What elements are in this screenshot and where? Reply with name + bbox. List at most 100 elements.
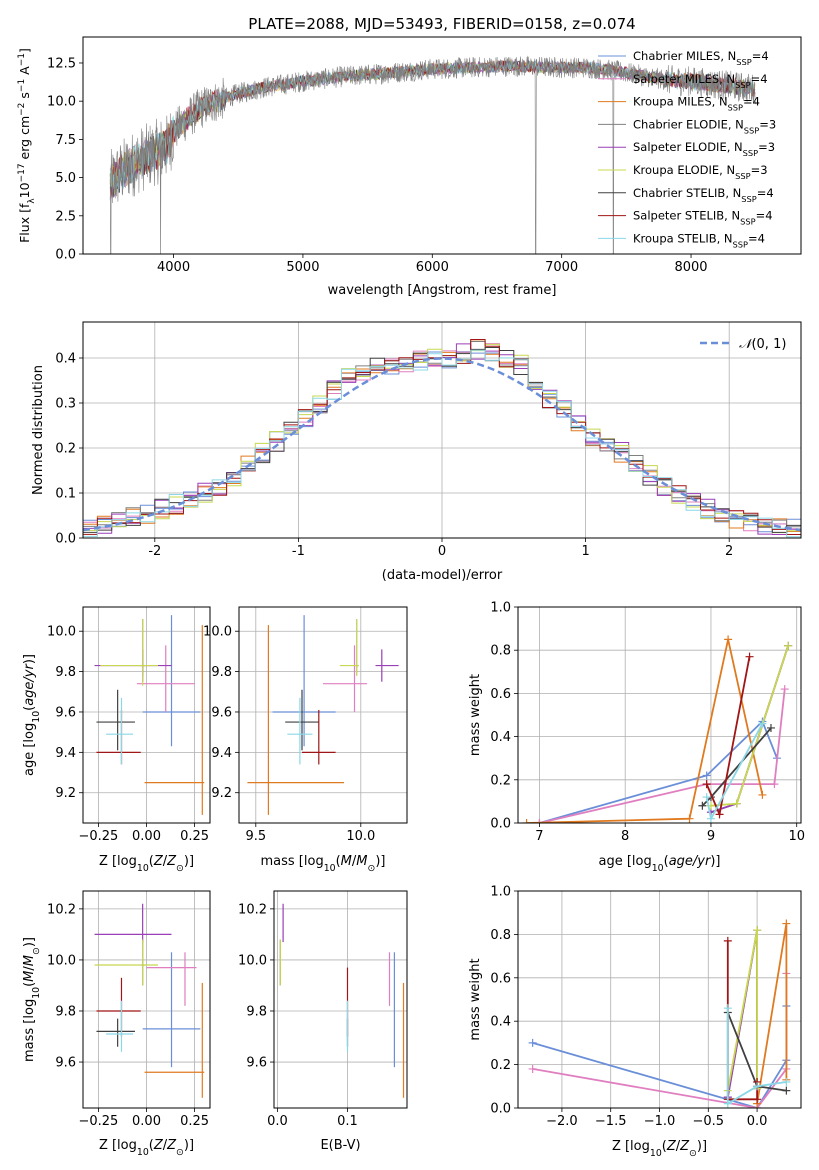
y-tick-label: 0.6: [490, 971, 511, 986]
legend-entry: Chabrier STELIB, NSSP=4: [633, 186, 774, 204]
text-span: Salpeter MILES, N: [633, 72, 735, 86]
normal-curve: [83, 357, 801, 532]
y-tick-label: 0.0: [55, 248, 76, 263]
x-tick-label: 0.25: [180, 829, 209, 844]
text-span: Chabrier STELIB, N: [633, 186, 741, 200]
x-tick-label: 0.25: [180, 1114, 209, 1129]
text-span: −17: [17, 163, 27, 182]
text-span: Chabrier ELODIE, N: [633, 117, 744, 131]
x-axis-label: E(B-V): [320, 1138, 360, 1153]
x-tick-label: 7: [535, 829, 543, 844]
x-tick-label: -1: [292, 544, 305, 559]
text-span: (: [662, 1139, 667, 1154]
text-span: )]: [375, 854, 385, 869]
text-span: (: [22, 706, 37, 711]
weight-line-salpeter_elodie: [710, 645, 789, 814]
text-span: 10: [31, 711, 42, 723]
text-span: SSP: [728, 103, 743, 113]
y-tick-label: 0.3: [55, 397, 76, 412]
text-span: M: [22, 971, 37, 982]
text-span: /: [163, 1138, 168, 1153]
weight-line-salpeter_miles: [539, 689, 786, 823]
y-tick-label: 0.4: [490, 730, 511, 745]
y-tick-label: 0.2: [55, 442, 76, 457]
residuals-axes: 𝒩(0, 1) -2 -1 0 1 2 0.0 0.1 0.2 0.3 0.4 (data-model…: [31, 321, 802, 583]
y-axis-label: age [log10(age/yr)]: [22, 654, 42, 776]
x-tick-label: 0.00: [132, 829, 161, 844]
weight-line-chabrier_stelib: [701, 727, 772, 807]
x-axis-label: Z [log10(Z/Z⊙)]: [99, 1138, 194, 1158]
text-span: 10: [137, 1147, 149, 1158]
text-span: −1: [17, 79, 27, 92]
text-span: erg cm: [17, 116, 32, 164]
weight-marker-salpeter_stelib: [702, 780, 711, 789]
text-span: /: [163, 854, 168, 869]
weight-line-kroupa_elodie: [710, 645, 789, 807]
x-tick-label: 8000: [674, 260, 707, 275]
text-span: Kroupa STELIB, N: [633, 231, 733, 245]
x-axis-label: Z [log10(Z/Z⊙)]: [99, 854, 194, 874]
weight-marker-kroupa_stelib: [782, 1077, 791, 1086]
text-span: =4: [743, 95, 760, 109]
x-axis-label: Z [log10(Z/Z⊙)]: [612, 1139, 707, 1159]
text-span: )]: [710, 854, 720, 869]
text-span: −2: [17, 103, 27, 116]
y-tick-label: 9.2: [55, 786, 76, 801]
x-tick-label: 9: [707, 829, 715, 844]
y-tick-label: 12.5: [47, 56, 76, 71]
text-span: SSP: [741, 194, 756, 204]
y-tick-label: 9.4: [211, 746, 232, 761]
weight-marker-kroupa_miles: [685, 814, 694, 823]
weight-marker-chabrier_miles: [528, 1038, 537, 1047]
text-span: =3: [751, 163, 768, 177]
weight-marker-chabrier_stelib: [698, 801, 707, 810]
weight-line-kroupa_elodie: [726, 929, 758, 1091]
weight-line-kroupa_stelib: [726, 1008, 787, 1106]
y-tick-label: 0.0: [55, 532, 76, 547]
y-tick-label: 0.4: [55, 352, 76, 367]
y-tick-label: 0.1: [55, 487, 76, 502]
y-axis-label: Normed distribution: [31, 365, 46, 495]
weight-marker-salpeter_miles: [780, 685, 789, 694]
text-span: 10: [324, 863, 336, 874]
text-span: Flux [f: [17, 203, 32, 243]
weight-line-chabrier_miles: [539, 719, 778, 823]
mass-vs-ebv-plot-area: [279, 903, 405, 1098]
text-span: =4: [751, 72, 768, 86]
axes-frame: [238, 606, 408, 824]
text-span: mass [log: [261, 854, 324, 869]
weight-line-salpeter_stelib: [705, 656, 751, 818]
legend-entry: Kroupa STELIB, NSSP=4: [633, 231, 765, 249]
y-tick-label: 9.6: [246, 1056, 267, 1071]
text-span: (: [22, 982, 37, 987]
text-span: E(B-V): [320, 1138, 360, 1153]
x-tick-label: 1: [581, 544, 589, 559]
text-span: Z [log: [99, 1138, 137, 1153]
text-span: SSP: [744, 125, 759, 135]
x-tick-label: −2.0: [546, 1114, 578, 1129]
text-span: Z [log: [612, 1139, 650, 1154]
text-span: Z: [166, 1138, 177, 1153]
y-tick-label: 7.5: [55, 133, 76, 148]
x-tick-label: −0.25: [78, 1114, 118, 1129]
x-tick-label: 2: [725, 544, 733, 559]
spectrum-plot-area: [109, 55, 756, 254]
text-span: 10: [17, 182, 32, 198]
chart-title: PLATE=2088, MJD=53493, FIBERID=0158, z=0…: [248, 15, 635, 33]
text-span: Z: [153, 1138, 164, 1153]
weight-marker-chabrier_miles: [702, 771, 711, 780]
x-tick-label: 6000: [416, 260, 449, 275]
text-span: =3: [759, 117, 776, 131]
axes-frame: [517, 606, 802, 824]
text-span: Salpeter STELIB, N: [633, 209, 740, 223]
y-tick-label: 9.6: [55, 705, 76, 720]
y-tick-label: 9.6: [55, 1056, 76, 1071]
y-tick-label: 1.0: [490, 885, 511, 900]
weight-marker-kroupa_miles: [782, 919, 791, 928]
text-span: ]: [17, 48, 32, 53]
y-tick-label: 5.0: [55, 171, 76, 186]
y-tick-label: 9.8: [246, 1004, 267, 1019]
